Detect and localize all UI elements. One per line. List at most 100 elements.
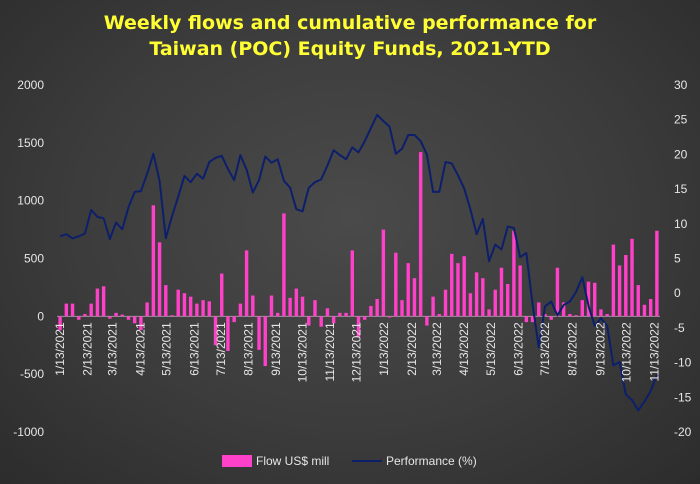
legend: Flow US$ mill Performance (%) (222, 454, 477, 468)
flow-bar (636, 285, 640, 317)
flow-bar (394, 252, 398, 317)
flow-bar (586, 281, 591, 317)
flow-bar (201, 300, 205, 317)
right-axis: 30 25 20 15 10 5 0 -5 -10 -15 -20 (674, 78, 692, 439)
flow-bar (468, 293, 473, 317)
flow-bar (611, 244, 616, 317)
flow-bar (313, 300, 317, 317)
flow-bar (387, 316, 392, 318)
left-tick-label: 2000 (17, 78, 44, 92)
flow-bar (493, 289, 497, 317)
flow-bar (561, 302, 566, 317)
chart-title-line-2: Taiwan (POC) Equity Funds, 2021-YTD (149, 38, 551, 60)
right-tick-label: 5 (674, 252, 681, 266)
flow-bar (518, 265, 522, 317)
legend-label-performance: Performance (%) (386, 454, 477, 468)
flow-bar (164, 285, 168, 317)
flow-bar (481, 278, 485, 317)
left-tick-label: 0 (37, 309, 44, 323)
flow-bar (176, 289, 180, 317)
x-tick-label: 9/13/2022 (593, 322, 607, 376)
flow-bar (400, 300, 404, 317)
flow-bar (617, 265, 622, 317)
flow-bar (512, 230, 516, 317)
flow-bar (170, 315, 174, 317)
x-tick-label: 2/13/2022 (405, 322, 419, 376)
flow-bar (555, 267, 560, 317)
flow-bar (325, 308, 330, 317)
flow-bar (549, 316, 553, 320)
x-tick-label: 6/13/2021 (187, 322, 201, 376)
left-tick-label: -1000 (13, 425, 44, 439)
flow-bar (655, 230, 659, 317)
x-tick-label: 12/13/2021 (350, 322, 364, 382)
flow-bar (95, 288, 100, 317)
right-tick-label: 25 (674, 113, 688, 127)
flow-bar (648, 298, 653, 317)
legend-swatch-flow (222, 455, 252, 467)
flow-bar (319, 316, 323, 327)
flow-bar (269, 295, 274, 317)
flow-bar (58, 316, 62, 331)
flow-bar (120, 314, 124, 317)
left-tick-label: 500 (24, 252, 44, 266)
left-tick-label: -500 (20, 367, 44, 381)
flow-bar (114, 312, 118, 317)
flow-bar (443, 289, 448, 317)
flow-bar (474, 272, 479, 317)
flow-bar (624, 255, 628, 317)
x-tick-label: 7/13/2022 (538, 322, 552, 376)
flow-bar (593, 282, 597, 317)
flow-bar (363, 316, 367, 320)
flow-bar (344, 312, 348, 317)
x-axis: 1/13/2021 2/13/2021 3/13/2021 4/13/2021 5/13… (53, 322, 661, 382)
flow-bar (356, 316, 361, 338)
flow-bar (133, 316, 137, 324)
right-tick-label: -15 (674, 390, 692, 404)
flow-bar (338, 312, 342, 317)
flow-bar (369, 305, 373, 317)
flow-bar (630, 238, 634, 317)
left-tick-label: 1000 (17, 194, 44, 208)
x-tick-label: 1/13/2021 (53, 322, 67, 376)
chart-title-line-1: Weekly flows and cumulative performance … (103, 12, 597, 34)
flow-bar (568, 314, 572, 317)
x-tick-label: 7/13/2021 (214, 322, 228, 376)
flow-bar (244, 250, 249, 317)
flow-bar (524, 316, 529, 323)
flow-bar (605, 314, 609, 317)
x-tick-label: 4/13/2022 (457, 322, 471, 376)
right-tick-label: -5 (674, 321, 685, 335)
x-tick-label: 9/13/2021 (269, 322, 283, 376)
flow-bar (375, 298, 379, 317)
right-tick-label: 15 (674, 182, 688, 196)
flow-bar (530, 316, 535, 323)
right-tick-label: 0 (674, 286, 681, 300)
flow-bar (77, 316, 81, 320)
flow-bar (157, 242, 162, 317)
flow-bar (462, 256, 466, 317)
x-tick-label: 6/13/2022 (511, 322, 525, 376)
flow-bar (257, 316, 261, 350)
flow-bar (574, 315, 578, 317)
flow-bar (126, 316, 131, 320)
left-tick-label: 1500 (17, 136, 44, 150)
flow-bar (182, 293, 187, 317)
flow-bar (101, 286, 106, 317)
x-tick-label: 11/13/2021 (323, 322, 337, 381)
flow-bar (195, 303, 199, 317)
flow-bar (499, 267, 504, 317)
x-tick-label: 8/13/2022 (565, 322, 579, 376)
flow-bar (537, 302, 541, 317)
flow-bar (294, 288, 299, 317)
performance-line (59, 113, 658, 412)
x-tick-label: 2/13/2021 (80, 322, 94, 376)
flow-bar (350, 250, 354, 317)
flow-bar (450, 253, 454, 317)
flow-bar (108, 316, 112, 319)
flow-bar (70, 303, 75, 317)
flow-bar (220, 273, 224, 317)
flow-bar (282, 213, 286, 317)
legend-label-flow: Flow US$ mill (256, 454, 329, 468)
